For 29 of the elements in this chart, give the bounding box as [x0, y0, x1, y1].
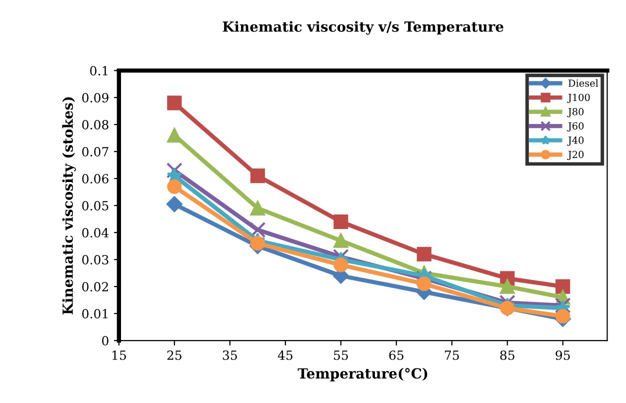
- x-tick-label: 65: [389, 350, 404, 360]
- x-tick-label: 95: [556, 350, 570, 360]
- y-tick-label: 0.02: [82, 282, 108, 292]
- legend-label: J20: [567, 150, 584, 160]
- legend-label: J60: [567, 122, 584, 132]
- legend-label: J80: [567, 108, 584, 118]
- x-tick-label: 15: [112, 350, 126, 360]
- y-tick-label: 0.08: [82, 120, 108, 130]
- y-tick-label: 0.03: [82, 255, 108, 264]
- y-tick-label: 0.1: [90, 66, 108, 76]
- y-tick-label: 0.04: [82, 228, 109, 238]
- y-tick-label: 0: [102, 336, 108, 346]
- x-tick-label: 25: [167, 350, 182, 360]
- legend-label: J100: [567, 94, 590, 103]
- chart-title: Kinematic viscosity v/s Temperature: [222, 21, 504, 35]
- x-tick-label: 35: [222, 350, 237, 360]
- y-tick-label: 0.05: [82, 201, 108, 210]
- y-tick-label: 0.01: [82, 309, 108, 318]
- x-axis-title: Temperature(°C): [298, 368, 428, 382]
- x-tick-label: 45: [278, 350, 292, 360]
- legend-label: J40: [567, 136, 584, 146]
- x-tick-label: 55: [334, 350, 348, 360]
- y-axis-title: Kinematic viscosity (stokes): [62, 97, 76, 314]
- y-tick-label: 0.09: [82, 93, 108, 102]
- y-tick-label: 0.06: [82, 174, 108, 184]
- x-tick-label: 85: [500, 350, 514, 360]
- y-tick-label: 0.07: [82, 147, 108, 156]
- x-tick-label: 75: [444, 350, 459, 360]
- legend-label: Diesel: [568, 79, 598, 87]
